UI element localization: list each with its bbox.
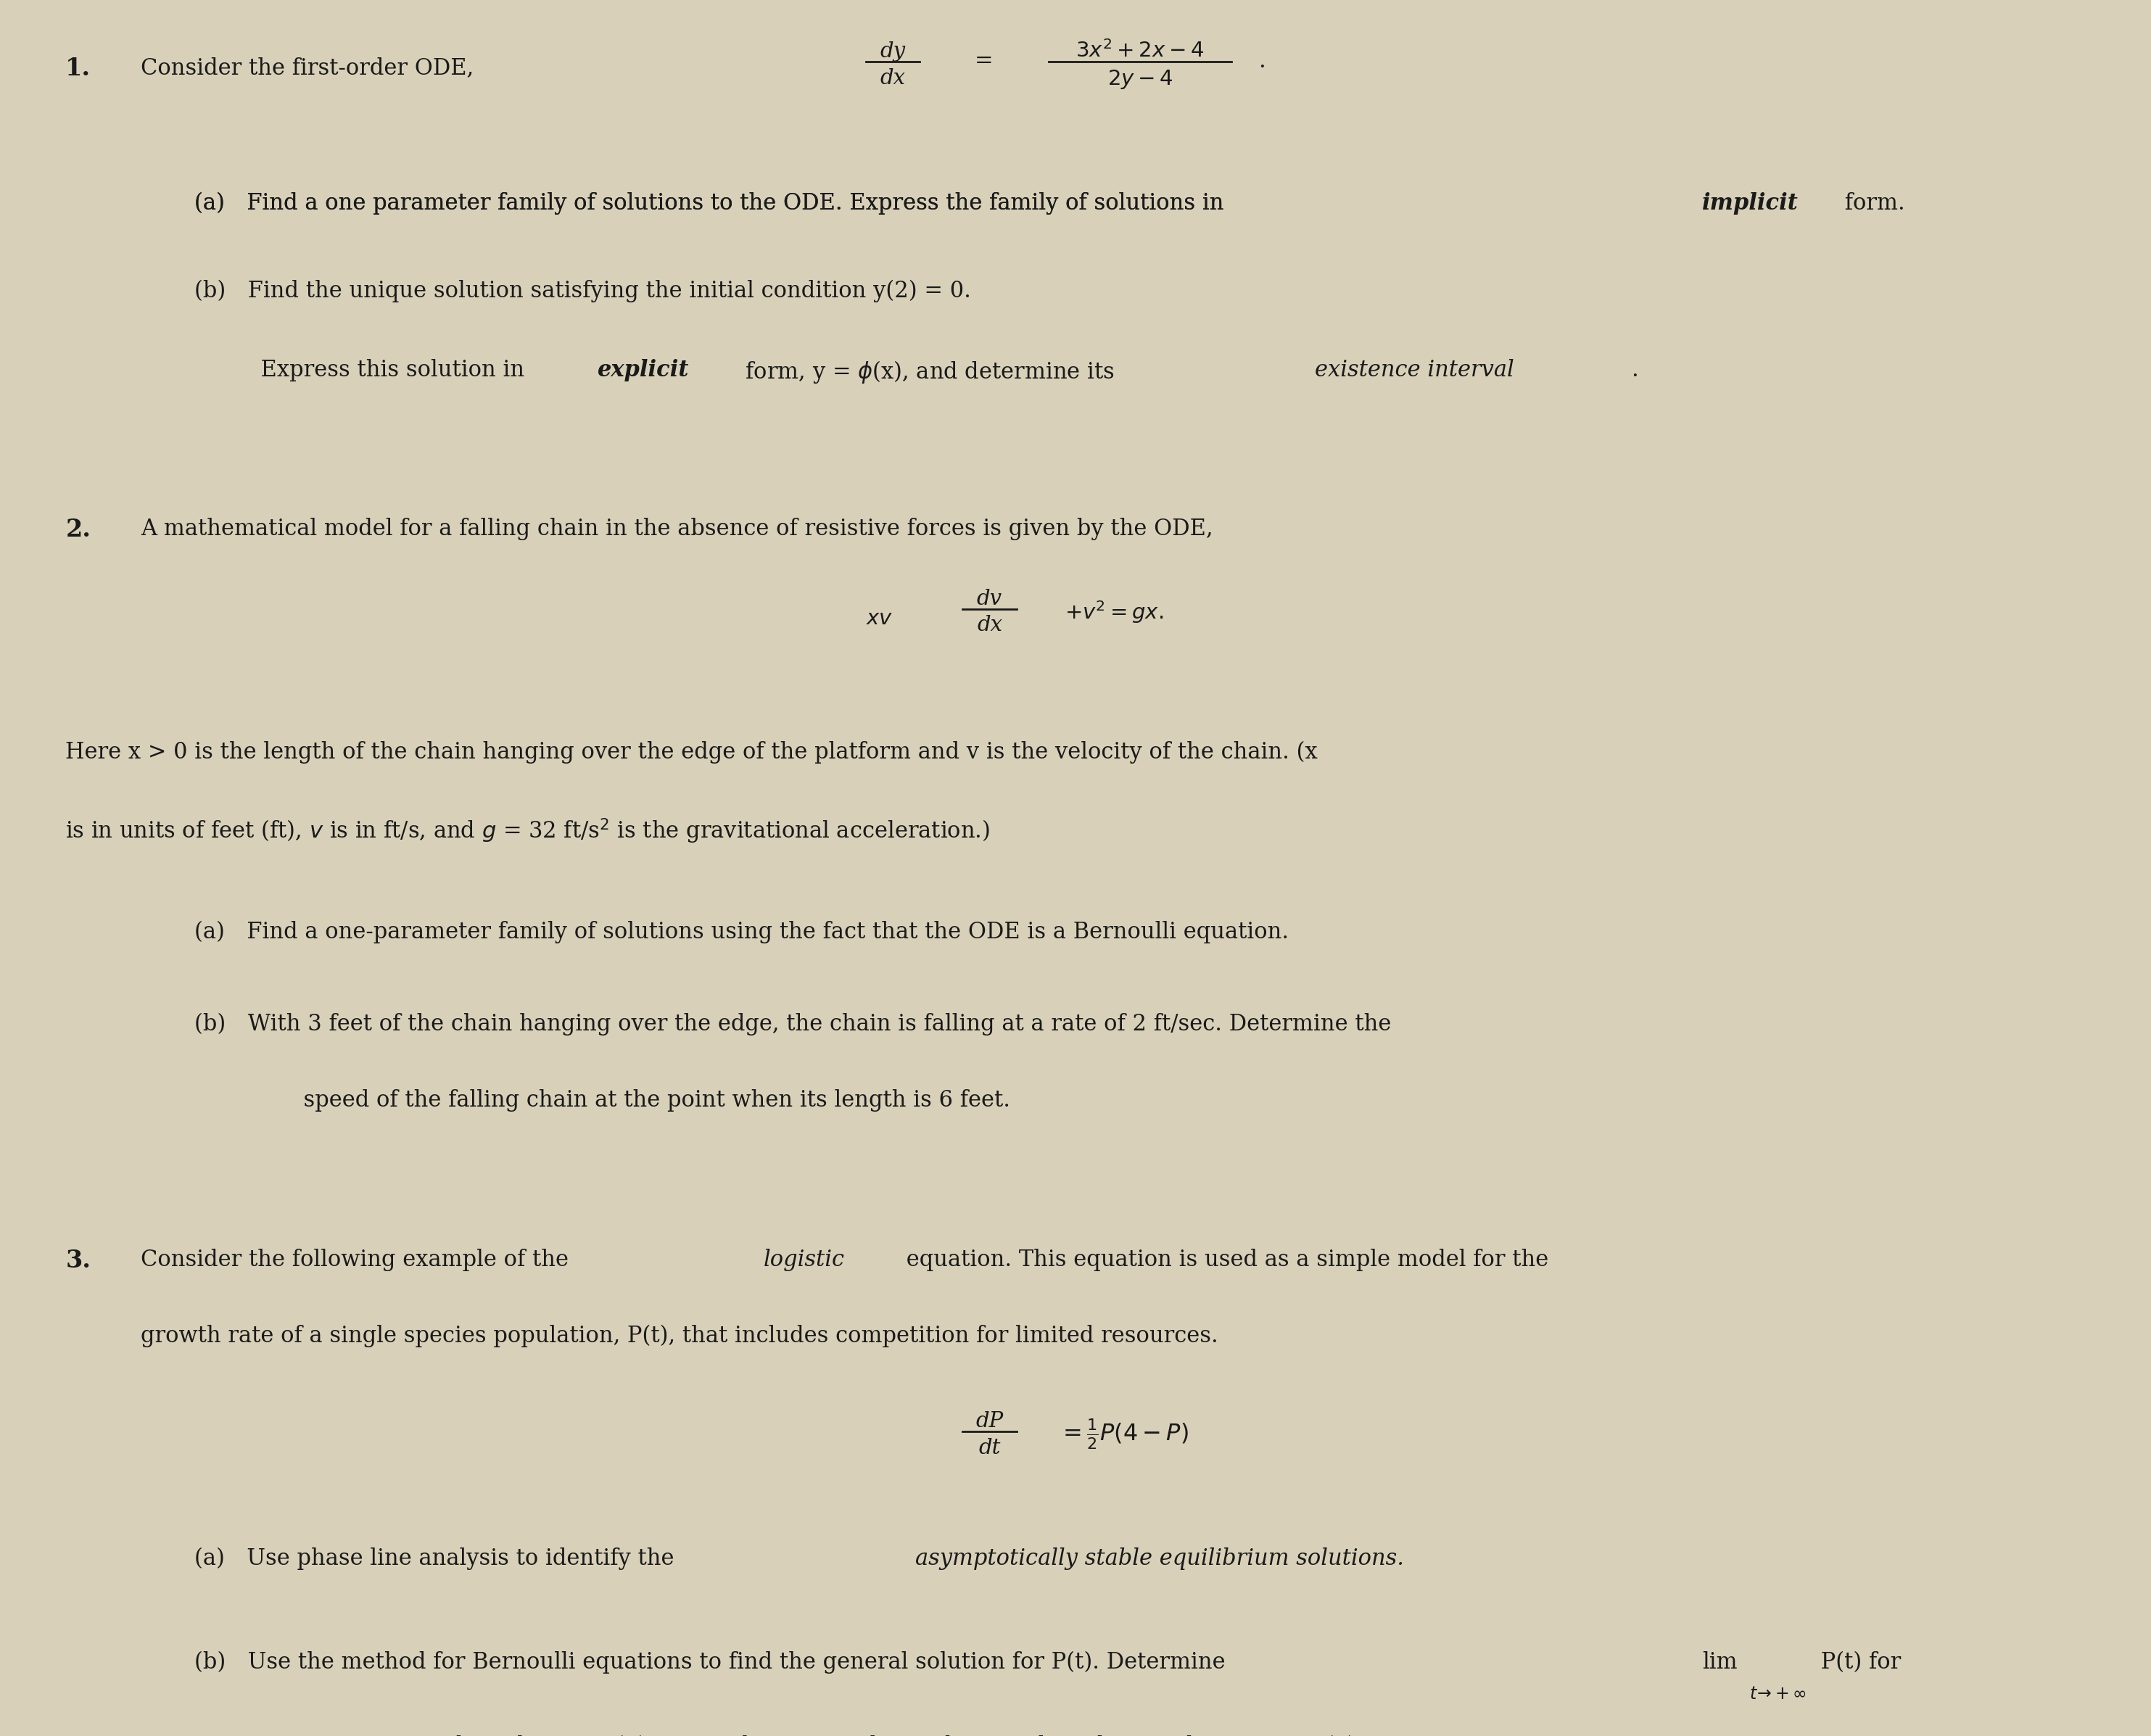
- Text: 1.: 1.: [65, 57, 90, 80]
- Text: Consider the following example of the: Consider the following example of the: [140, 1248, 576, 1271]
- Text: speed of the falling chain at the point when its length is 6 feet.: speed of the falling chain at the point …: [237, 1088, 1011, 1111]
- Text: Express this solution in: Express this solution in: [194, 359, 531, 382]
- Text: is in units of feet (ft), $v$ is in ft/s, and $g$ = 32 ft/s$^2$ is the gravitati: is in units of feet (ft), $v$ is in ft/s…: [65, 818, 989, 845]
- Text: lim: lim: [1701, 1651, 1738, 1674]
- Text: Consider the first-order ODE,: Consider the first-order ODE,: [140, 57, 473, 80]
- Text: $2y - 4$: $2y - 4$: [1108, 68, 1172, 90]
- Text: equation. This equation is used as a simple model for the: equation. This equation is used as a sim…: [899, 1248, 1549, 1271]
- Text: $3x^2 + 2x - 4$: $3x^2 + 2x - 4$: [1076, 40, 1205, 61]
- Text: (b) With 3 feet of the chain hanging over the edge, the chain is falling at a ra: (b) With 3 feet of the chain hanging ove…: [194, 1012, 1392, 1036]
- Text: dx: dx: [977, 615, 1002, 635]
- Text: dy: dy: [880, 42, 906, 61]
- Text: Here x > 0 is the length of the chain hanging over the edge of the platform and : Here x > 0 is the length of the chain ha…: [65, 741, 1319, 764]
- Text: dx: dx: [880, 68, 906, 89]
- Text: .: .: [1630, 359, 1639, 382]
- Text: 3.: 3.: [65, 1248, 90, 1272]
- Text: dP: dP: [977, 1411, 1002, 1432]
- Text: =: =: [974, 50, 994, 73]
- Text: dt: dt: [979, 1437, 1000, 1458]
- Text: (b) Find the unique solution satisfying the initial condition y(2) = 0.: (b) Find the unique solution satisfying …: [194, 279, 970, 302]
- Text: (a) Find a one parameter family of solutions to the ODE. Express the family of s: (a) Find a one parameter family of solut…: [194, 193, 1230, 215]
- Text: A mathematical model for a falling chain in the absence of resistive forces is g: A mathematical model for a falling chain…: [140, 517, 1213, 540]
- Text: .: .: [1258, 50, 1265, 73]
- Text: asymptotically stable equilibrium solutions.: asymptotically stable equilibrium soluti…: [916, 1547, 1405, 1569]
- Text: P(t) for: P(t) for: [1813, 1651, 1901, 1674]
- Text: dv: dv: [977, 589, 1002, 609]
- Text: (a) Find a one parameter family of solutions to the ODE. Express the family of s: (a) Find a one parameter family of solut…: [194, 193, 1224, 215]
- Text: growth rate of a single species population, P(t), that includes competition for : growth rate of a single species populati…: [140, 1325, 1217, 1347]
- Text: 2.: 2.: [65, 517, 90, 542]
- Text: $t\!\rightarrow\!+\infty$: $t\!\rightarrow\!+\infty$: [1749, 1686, 1807, 1703]
- Text: existence interval: existence interval: [1314, 359, 1514, 382]
- Text: (a) Find a one-parameter family of solutions using the fact that the ODE is a Be: (a) Find a one-parameter family of solut…: [194, 920, 1288, 943]
- Text: form, y = $\phi$(x), and determine its: form, y = $\phi$(x), and determine its: [738, 359, 1114, 385]
- Text: (a) Use phase line analysis to identify the: (a) Use phase line analysis to identify …: [194, 1547, 682, 1569]
- Text: $= \frac{1}{2}P(4 - P)$: $= \frac{1}{2}P(4 - P)$: [1058, 1418, 1190, 1451]
- Text: (b) Use the method for Bernoulli equations to find the general solution for P(t): (b) Use the method for Bernoulli equatio…: [194, 1651, 1233, 1674]
- Text: implicit: implicit: [1701, 193, 1798, 215]
- Text: $+ v^2 = gx.$: $+ v^2 = gx.$: [1065, 599, 1164, 625]
- Text: form.: form.: [1837, 193, 1906, 215]
- Text: explicit: explicit: [598, 359, 688, 382]
- Text: logistic: logistic: [764, 1248, 845, 1271]
- Text: $xv$: $xv$: [865, 608, 893, 628]
